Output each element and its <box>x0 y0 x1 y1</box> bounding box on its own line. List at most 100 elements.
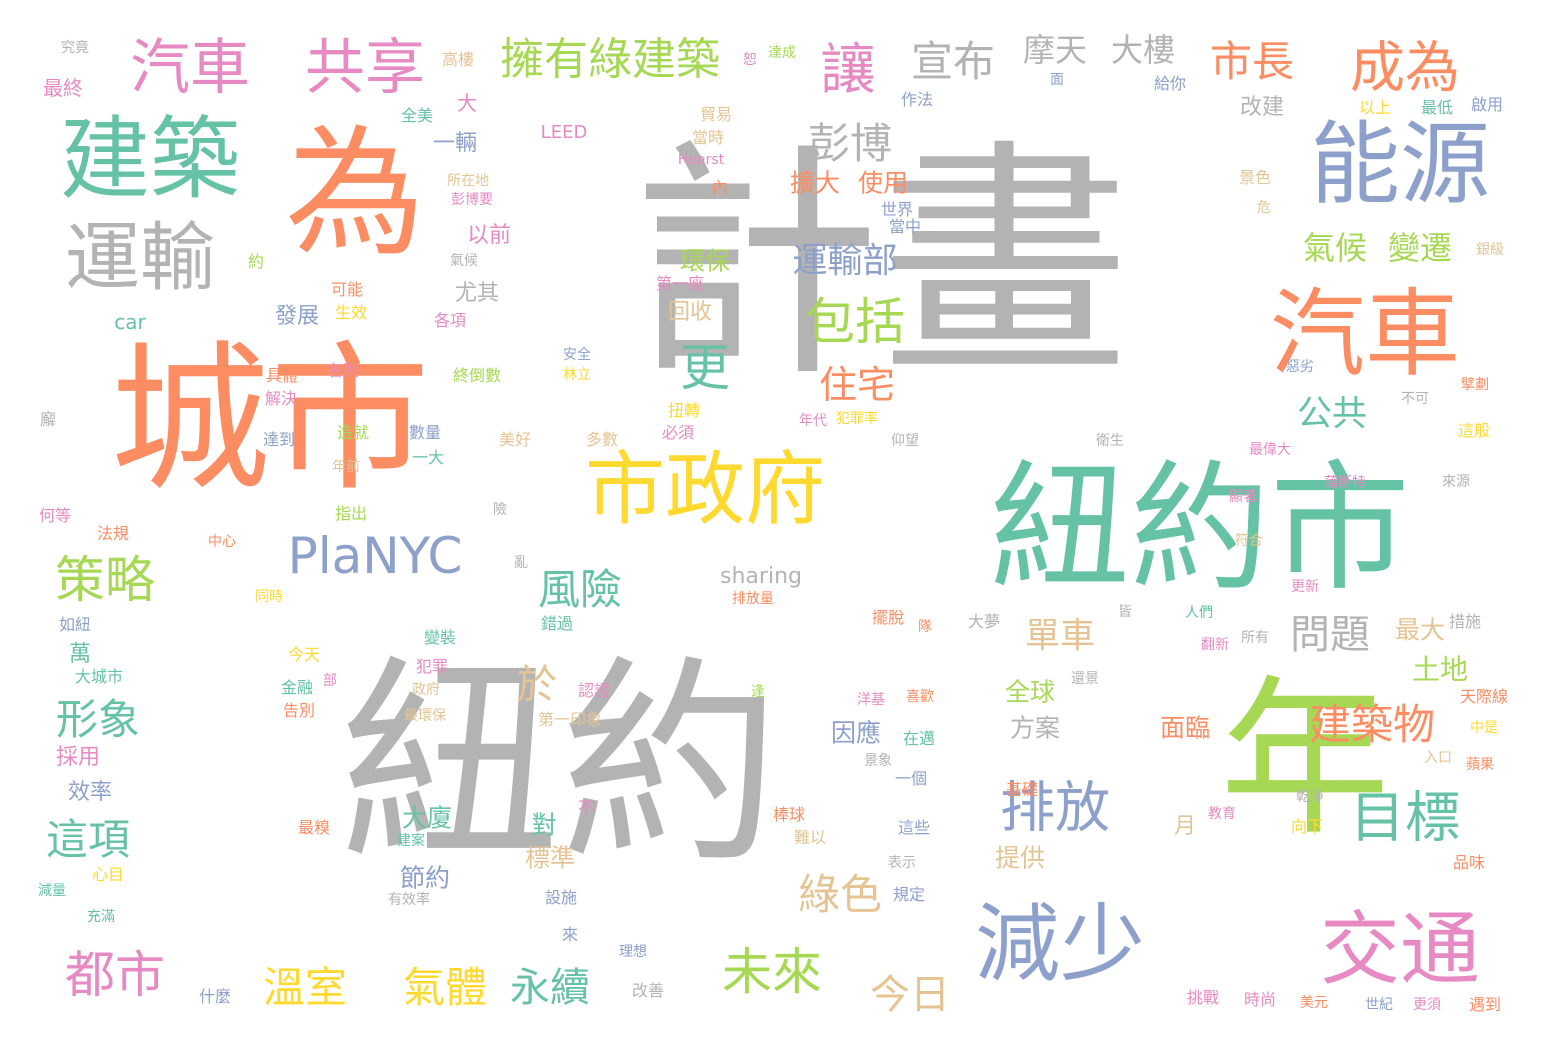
cloud-word: 讓 <box>820 37 876 102</box>
cloud-word: 市政府 <box>585 443 825 536</box>
cloud-word: 遇到 <box>1468 995 1502 1014</box>
cloud-word: 廨 <box>39 410 57 429</box>
cloud-word: 能源 <box>1310 112 1490 217</box>
cloud-word: 表示 <box>888 855 916 871</box>
cloud-word: 標準 <box>524 843 576 873</box>
cloud-word: 以前 <box>466 223 512 248</box>
cloud-word: 具體 <box>265 366 299 385</box>
cloud-word: 符合 <box>1235 533 1263 549</box>
cloud-word: 作法 <box>900 90 934 109</box>
cloud-word: 向下 <box>1290 817 1324 836</box>
cloud-word: 仰望 <box>891 433 919 449</box>
cloud-word: 不可 <box>1401 391 1429 407</box>
cloud-word: 以上 <box>1358 98 1392 117</box>
cloud-word: 同時 <box>255 589 283 605</box>
cloud-word: 人們 <box>1185 605 1213 621</box>
cloud-word: 設施 <box>544 888 578 907</box>
cloud-word: 更新 <box>1291 579 1319 595</box>
cloud-word: 措施 <box>1448 612 1482 631</box>
cloud-word: 對 <box>531 810 557 840</box>
cloud-word: 喜歡 <box>906 689 934 705</box>
cloud-word: 方案 <box>1009 713 1061 743</box>
cloud-word: 面 <box>1050 72 1064 88</box>
cloud-word: 內 <box>711 178 729 197</box>
cloud-word: 最低 <box>1420 98 1454 117</box>
cloud-word: 提供 <box>994 843 1046 873</box>
cloud-word: 高樓 <box>441 50 475 69</box>
cloud-word: 挑戰 <box>1186 988 1220 1007</box>
cloud-word: 一大 <box>411 448 445 467</box>
cloud-word: 不 <box>577 798 595 817</box>
cloud-word: 建築物 <box>1308 700 1436 749</box>
cloud-word: 如紐 <box>58 615 92 634</box>
cloud-word: 氣候 <box>1302 229 1368 267</box>
cloud-word: 未來 <box>722 943 822 1001</box>
cloud-word: 美元 <box>1300 995 1328 1011</box>
cloud-word: 年前 <box>332 459 360 475</box>
cloud-word: 各項 <box>433 311 467 330</box>
cloud-word: 棒球 <box>772 805 806 824</box>
cloud-word: 氣候 <box>450 253 478 269</box>
cloud-word: 恕 <box>743 52 757 68</box>
cloud-word: 大城市 <box>74 667 124 686</box>
cloud-word: 年 <box>1219 661 1391 859</box>
cloud-word: 告別 <box>282 701 316 720</box>
cloud-word: 擁有綠建築 <box>500 34 720 85</box>
cloud-word: 美好 <box>498 430 532 449</box>
cloud-word: 生效 <box>334 303 368 322</box>
cloud-word: 何等 <box>38 506 72 525</box>
cloud-word: 大廈 <box>401 803 453 833</box>
cloud-word: 排放 <box>999 775 1111 840</box>
cloud-word: 變裝 <box>423 628 457 647</box>
cloud-word: 解決 <box>264 389 298 408</box>
cloud-word: 環保 <box>679 246 731 276</box>
cloud-word: 紐約市 <box>989 448 1411 611</box>
cloud-word: 萬 <box>68 642 92 667</box>
cloud-word: 問題 <box>1290 612 1370 658</box>
cloud-word: 最環保 <box>404 708 446 724</box>
cloud-word: 所在地 <box>447 173 489 189</box>
cloud-word: 減量 <box>38 883 66 899</box>
cloud-word: 大樓 <box>1110 31 1176 69</box>
cloud-word: 天際線 <box>1459 687 1509 706</box>
cloud-word: 名列 <box>326 361 360 380</box>
cloud-word: 一個 <box>894 769 928 788</box>
cloud-word: 逢 <box>751 684 765 700</box>
cloud-word: 計畫 <box>630 119 1130 410</box>
cloud-word: 難以 <box>793 828 827 847</box>
cloud-word: 犯罪率 <box>836 411 878 427</box>
cloud-word: 還景 <box>1071 671 1099 687</box>
cloud-word: 危 <box>1257 200 1271 216</box>
cloud-word: 法規 <box>96 524 130 543</box>
cloud-word: 這些 <box>897 818 931 837</box>
cloud-word: 亂 <box>514 555 528 571</box>
cloud-word: 犯罪 <box>415 657 449 676</box>
cloud-word: 為 <box>284 113 426 276</box>
cloud-word: 最偉大 <box>1249 442 1291 458</box>
cloud-word: 顯著 <box>1229 489 1257 505</box>
cloud-word: 減少 <box>974 895 1146 995</box>
cloud-word: 成為 <box>1349 35 1461 100</box>
cloud-word: 目標 <box>1349 785 1461 850</box>
cloud-word: 擴大 <box>789 168 841 198</box>
cloud-word: 造就 <box>336 423 370 442</box>
cloud-word: 變遷 <box>1387 229 1453 267</box>
cloud-word: 綠色 <box>797 870 883 919</box>
cloud-word: 市長 <box>1209 37 1295 86</box>
cloud-word: 認證 <box>577 681 611 700</box>
cloud-word: 建案 <box>397 833 425 849</box>
cloud-word: sharing <box>720 564 802 589</box>
cloud-word: 第一印象 <box>537 710 603 729</box>
cloud-word: 時尚 <box>1243 990 1277 1009</box>
cloud-word: 排放量 <box>732 591 774 607</box>
cloud-word: 究竟 <box>61 40 89 56</box>
cloud-word: 洋基 <box>857 692 885 708</box>
cloud-word: 可能 <box>330 280 364 299</box>
cloud-word: 理想 <box>619 944 647 960</box>
cloud-word: 城市 <box>109 326 431 513</box>
cloud-word: 運輸部 <box>792 241 898 282</box>
cloud-word: 規定 <box>892 885 926 904</box>
cloud-word: 中是 <box>1470 720 1498 736</box>
cloud-word: 第一座 <box>655 274 705 293</box>
cloud-word: 面臨 <box>1159 713 1211 743</box>
